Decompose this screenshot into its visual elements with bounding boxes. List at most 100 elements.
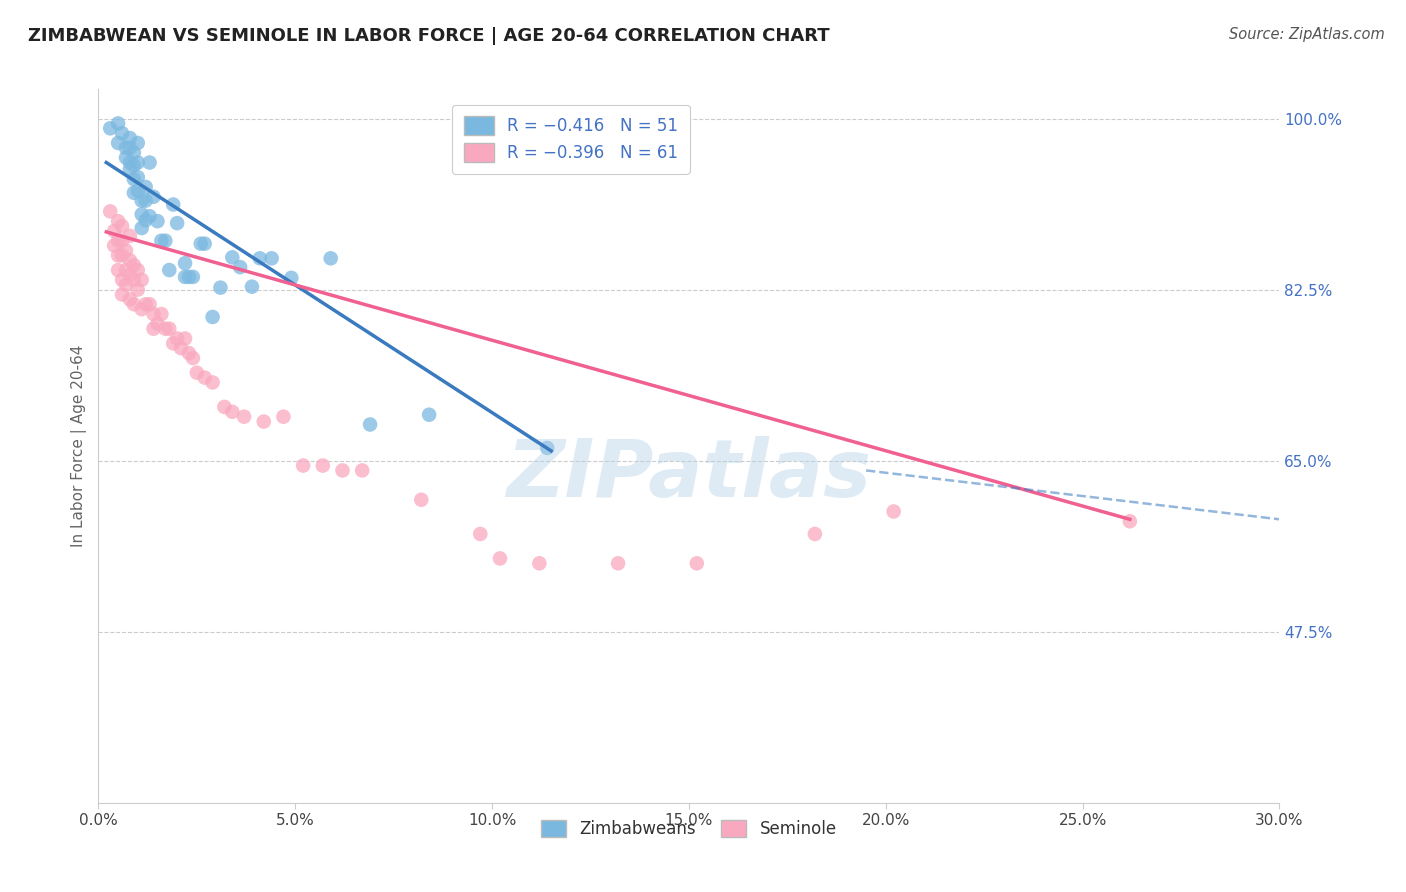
Point	[111, 273, 134, 287]
Point	[98, 204, 121, 219]
Point	[214, 400, 236, 414]
Point	[418, 408, 440, 422]
Point	[194, 236, 217, 251]
Point	[111, 248, 134, 262]
Point	[332, 463, 354, 477]
Point	[118, 293, 141, 307]
Point	[122, 172, 145, 186]
Point	[229, 260, 252, 274]
Point	[253, 415, 276, 429]
Point	[127, 283, 149, 297]
Text: ZIMBABWEAN VS SEMINOLE IN LABOR FORCE | AGE 20-64 CORRELATION CHART: ZIMBABWEAN VS SEMINOLE IN LABOR FORCE | …	[28, 27, 830, 45]
Point	[312, 458, 335, 473]
Point	[470, 527, 492, 541]
Point	[122, 258, 145, 272]
Point	[155, 321, 177, 335]
Point	[115, 244, 138, 258]
Point	[166, 216, 188, 230]
Text: Source: ZipAtlas.com: Source: ZipAtlas.com	[1229, 27, 1385, 42]
Point	[359, 417, 381, 432]
Point	[131, 221, 153, 235]
Point	[107, 263, 129, 277]
Point	[118, 131, 141, 145]
Point	[131, 273, 153, 287]
Point	[240, 279, 263, 293]
Point	[607, 557, 630, 571]
Point	[118, 162, 141, 177]
Point	[221, 250, 243, 264]
Point	[292, 458, 315, 473]
Point	[127, 263, 149, 277]
Point	[170, 341, 193, 355]
Point	[249, 252, 271, 266]
Point	[162, 197, 184, 211]
Point	[138, 155, 160, 169]
Point	[118, 141, 141, 155]
Point	[118, 228, 141, 243]
Point	[273, 409, 295, 424]
Point	[107, 136, 129, 150]
Point	[194, 370, 217, 384]
Point	[135, 213, 157, 227]
Point	[489, 551, 512, 566]
Point	[201, 376, 224, 390]
Point	[138, 297, 160, 311]
Point	[146, 317, 169, 331]
Point	[103, 224, 125, 238]
Point	[115, 277, 138, 292]
Point	[131, 194, 153, 208]
Point	[118, 253, 141, 268]
Point	[686, 557, 709, 571]
Point	[150, 307, 173, 321]
Point	[174, 331, 197, 345]
Point	[181, 351, 204, 365]
Point	[186, 366, 208, 380]
Point	[107, 248, 129, 262]
Point	[209, 280, 232, 294]
Point	[529, 557, 551, 571]
Point	[122, 273, 145, 287]
Point	[127, 184, 149, 198]
Point	[150, 234, 173, 248]
Point	[174, 269, 197, 284]
Point	[122, 186, 145, 200]
Point	[111, 234, 134, 248]
Point	[804, 527, 827, 541]
Point	[177, 269, 200, 284]
Point	[107, 214, 129, 228]
Point	[122, 158, 145, 172]
Text: ZIPatlas: ZIPatlas	[506, 435, 872, 514]
Y-axis label: In Labor Force | Age 20-64: In Labor Force | Age 20-64	[72, 345, 87, 547]
Point	[162, 336, 184, 351]
Point	[107, 234, 129, 248]
Point	[107, 116, 129, 130]
Point	[118, 155, 141, 169]
Point	[111, 126, 134, 140]
Point	[142, 307, 165, 321]
Point	[122, 145, 145, 160]
Point	[536, 441, 558, 455]
Legend: Zimbabweans, Seminole: Zimbabweans, Seminole	[534, 813, 844, 845]
Point	[138, 209, 160, 223]
Point	[1119, 514, 1142, 528]
Point	[201, 310, 224, 324]
Point	[111, 219, 134, 233]
Point	[190, 236, 212, 251]
Point	[122, 297, 145, 311]
Point	[127, 170, 149, 185]
Point	[155, 234, 177, 248]
Point	[280, 271, 302, 285]
Point	[115, 151, 138, 165]
Point	[146, 214, 169, 228]
Point	[135, 180, 157, 194]
Point	[157, 263, 180, 277]
Point	[131, 207, 153, 221]
Point	[118, 268, 141, 282]
Point	[142, 190, 165, 204]
Point	[127, 136, 149, 150]
Point	[233, 409, 256, 424]
Point	[883, 504, 905, 518]
Point	[131, 302, 153, 317]
Point	[103, 238, 125, 252]
Point	[115, 141, 138, 155]
